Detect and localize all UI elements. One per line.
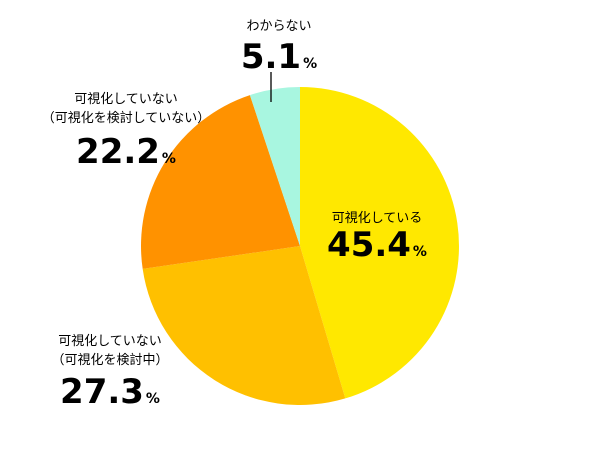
slice-kentouchuu xyxy=(142,246,346,405)
label-kentouchuu-line-2: （可視化を検討中） xyxy=(51,352,168,368)
slice-wakaranai xyxy=(249,87,300,246)
label-kentou-shiteinai-line-2: （可視化を検討していない） xyxy=(42,110,211,126)
label-wakaranai: わからない 5.1% xyxy=(241,19,317,77)
label-kentou-shiteinai-value: 22.2% xyxy=(76,132,176,172)
label-kentou-shiteinai-line-1: 可視化していない xyxy=(74,92,178,107)
slice-kentou-shiteinai xyxy=(141,95,300,269)
label-wakaranai-value: 5.1% xyxy=(241,37,317,77)
label-kentouchuu: 可視化していない （可視化を検討中） 27.3% xyxy=(51,334,168,412)
slice-kashika-shiteiru xyxy=(300,87,459,399)
label-kentouchuu-value: 27.3% xyxy=(60,372,160,412)
pie-slices xyxy=(141,87,459,405)
label-wakaranai-line-1: わからない xyxy=(246,19,311,34)
label-kashika-shiteiru-line-1: 可視化している xyxy=(332,211,423,226)
label-kashika-shiteiru-value: 45.4% xyxy=(327,225,427,265)
label-kentouchuu-line-1: 可視化していない xyxy=(58,334,162,349)
label-kentou-shiteinai: 可視化していない （可視化を検討していない） 22.2% xyxy=(42,92,211,172)
